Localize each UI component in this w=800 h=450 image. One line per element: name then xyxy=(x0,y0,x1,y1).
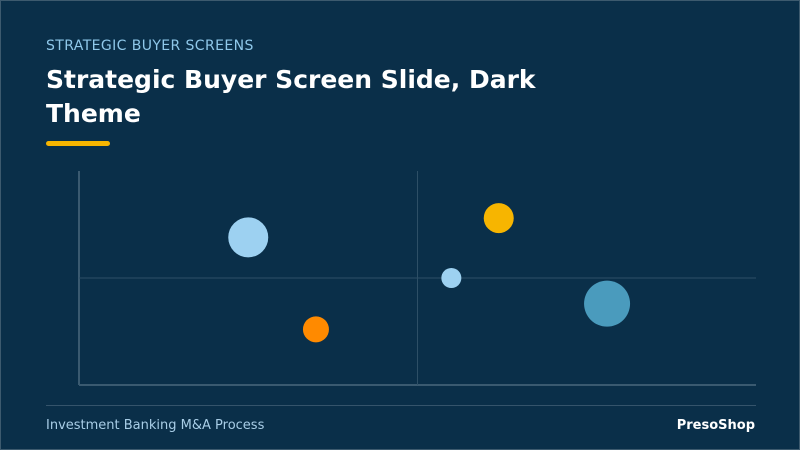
slide-title: Strategic Buyer Screen Slide, Dark Theme xyxy=(46,63,606,131)
slide-eyebrow: STRATEGIC BUYER SCREENS xyxy=(46,38,254,54)
bubble-2 xyxy=(302,316,329,343)
slide-title-line-1: Strategic Buyer Screen Slide, Dark xyxy=(46,65,536,94)
footer-caption: Investment Banking M&A Process xyxy=(46,418,265,433)
footer-divider xyxy=(46,405,756,406)
chart-axes xyxy=(78,171,756,386)
title-accent-bar xyxy=(46,141,110,146)
bubble-5 xyxy=(584,280,631,327)
chart-bubbles xyxy=(228,203,631,343)
bubble-4 xyxy=(483,203,514,234)
bubble-3 xyxy=(441,268,462,288)
footer-brand: PresoShop xyxy=(676,418,755,433)
bubble-1 xyxy=(228,217,269,258)
slide-title-line-2: Theme xyxy=(46,99,141,128)
